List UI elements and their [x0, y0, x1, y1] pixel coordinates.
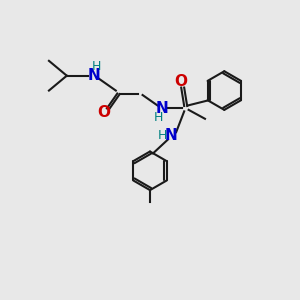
Text: H: H [158, 129, 167, 142]
Text: N: N [164, 128, 177, 142]
Text: O: O [175, 74, 188, 89]
Text: O: O [98, 105, 110, 120]
Text: N: N [155, 101, 168, 116]
Text: H: H [92, 60, 101, 73]
Text: H: H [154, 111, 163, 124]
Text: N: N [87, 68, 100, 83]
